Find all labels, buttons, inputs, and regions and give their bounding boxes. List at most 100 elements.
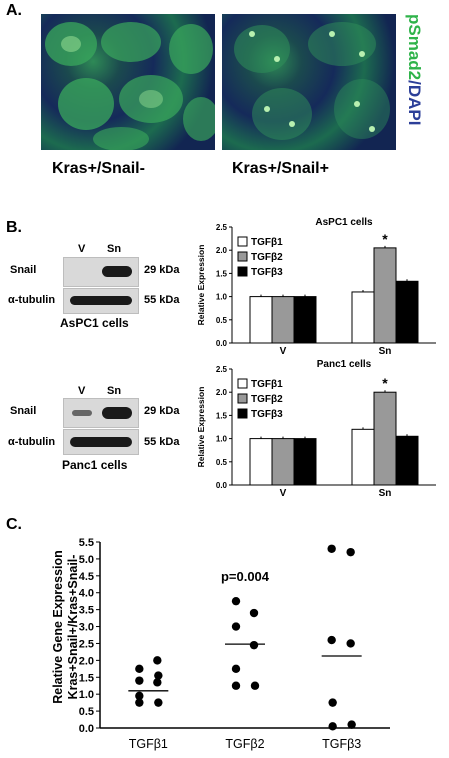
y-tick-label: 3.5 — [79, 605, 94, 617]
y-tick-label: 0.5 — [216, 316, 228, 325]
y-tick-label: 2.5 — [216, 365, 228, 374]
y-tick-label: 1.5 — [216, 269, 228, 278]
bar-chart-aspc1: AsPC1 cells 0.0 0.5 1.0 1.5 2.0 2.5 Relative Ex… — [196, 217, 436, 355]
significance-marker: * — [382, 375, 388, 391]
bar-TGFβ1-Sn — [351, 428, 375, 486]
legend-swatch-TGFβ3 — [237, 408, 248, 419]
data-point-TGFβ3 — [346, 639, 355, 648]
legend-swatch-TGFβ3 — [237, 266, 248, 277]
y-tick-label: 1.5 — [79, 672, 94, 684]
bar-TGFβ1-V — [249, 438, 273, 486]
y-axis-label: Relative Expression — [196, 387, 206, 468]
micrograph-snail-negative-cells — [45, 22, 215, 150]
y-axis-label: Relative Expression — [196, 245, 206, 326]
blot1-snail-band — [102, 266, 132, 277]
blot1-snail-kda: 29 kDa — [144, 264, 180, 276]
bar-TGFβ2-V — [271, 438, 295, 486]
blot2-tubulin-membrane — [63, 429, 139, 455]
blot1-cells-label: AsPC1 cells — [60, 316, 129, 330]
significance-marker: * — [382, 231, 388, 247]
blot2-tubulin-kda: 55 kDa — [144, 436, 180, 448]
data-point-TGFβ1 — [153, 656, 162, 665]
chart-title: Panc1 cells — [317, 359, 372, 370]
stain-label-psmad2: pSmad2 — [405, 14, 424, 81]
y-tick-label: 3.0 — [79, 622, 94, 634]
data-point-TGFβ1 — [153, 678, 162, 687]
blot2-cells-label: Panc1 cells — [62, 458, 128, 472]
data-point-TGFβ2 — [231, 622, 241, 631]
y-tick-label: 2.5 — [79, 638, 94, 650]
blot2-tubulin-band — [70, 437, 132, 447]
data-point-TGFβ2 — [231, 681, 241, 690]
legend-label-TGFβ1: TGFβ1 — [251, 237, 283, 248]
x-tick-label: Sn — [379, 488, 392, 497]
y-tick-label: 5.5 — [79, 537, 94, 549]
caption-snail-positive: Kras+/Snail+ — [232, 160, 329, 177]
panel-c-label: C. — [6, 516, 22, 533]
y-tick-label: 2.0 — [216, 388, 228, 397]
bar-TGFβ3-Sn — [395, 280, 419, 344]
data-point-TGFβ2 — [231, 596, 241, 606]
y-tick-label: 2.5 — [216, 223, 228, 232]
blot2-snail-band-sn — [102, 407, 132, 419]
x-tick-label: V — [280, 488, 287, 497]
legend-label-TGFβ3: TGFβ3 — [251, 409, 283, 420]
micrograph-snail-positive — [222, 14, 396, 150]
panel-a-label: A. — [6, 2, 22, 19]
y-tick-label: 0.5 — [216, 458, 228, 467]
legend-label-TGFβ1: TGFβ1 — [251, 379, 283, 390]
legend-swatch-TGFβ2 — [237, 251, 248, 262]
legend-swatch-TGFβ1 — [237, 378, 248, 389]
data-point-TGFβ3 — [328, 722, 337, 731]
y-tick-label: 0.0 — [216, 481, 228, 490]
y-tick-label: 1.0 — [79, 689, 94, 701]
legend-label-TGFβ2: TGFβ2 — [251, 252, 283, 263]
blot1-snail-membrane — [63, 257, 139, 287]
y-tick-label: 4.0 — [79, 588, 94, 600]
bar-TGFβ1-V — [249, 296, 273, 344]
y-tick-label: 1.5 — [216, 411, 228, 420]
y-tick-label: 2.0 — [216, 246, 228, 255]
blot2-row-snail: Snail — [10, 405, 37, 417]
x-tick-label: TGFβ1 — [129, 737, 168, 751]
scatter-chart-relative-expression: 0.0 0.5 1.0 1.5 2.0 2.5 3.0 3.5 4.0 4.5 5.0 5.5 Rela… — [51, 537, 390, 751]
blot2-lane-sn: Sn — [107, 385, 122, 397]
blot1-tubulin-band — [70, 296, 132, 305]
blot2-snail-kda: 29 kDa — [144, 405, 180, 417]
bar-TGFβ3-V — [293, 438, 317, 486]
bar-TGFβ2-Sn — [373, 247, 397, 344]
bar-TGFβ1-Sn — [351, 291, 375, 344]
data-point-TGFβ2 — [250, 681, 260, 690]
blot1-tubulin-kda: 55 kDa — [144, 294, 180, 306]
blot2-snail-band-v — [72, 410, 92, 416]
data-point-TGFβ1 — [154, 671, 163, 680]
legend-label-TGFβ2: TGFβ2 — [251, 394, 283, 405]
y-tick-label: 0.5 — [79, 706, 94, 718]
legend-label-TGFβ3: TGFβ3 — [251, 267, 283, 278]
micrograph-snail-negative — [41, 14, 215, 150]
panel-b-label: B. — [6, 219, 22, 236]
data-point-TGFβ2 — [231, 664, 241, 674]
y-tick-label: 1.0 — [216, 293, 228, 302]
data-point-TGFβ2 — [249, 640, 259, 650]
bar-TGFβ3-Sn — [395, 435, 419, 486]
data-point-TGFβ1 — [135, 691, 144, 701]
y-axis-label-line2: Kras+Snail+/Kras+Snail- — [66, 555, 80, 700]
stain-legend: pSmad2/DAPI — [400, 14, 430, 152]
legend-swatch-TGFβ2 — [237, 393, 248, 404]
bar-TGFβ2-V — [271, 296, 295, 344]
chart-title: AsPC1 cells — [315, 217, 373, 228]
blot1-tubulin-membrane — [63, 288, 139, 314]
blot1-lane-v: V — [78, 243, 86, 255]
data-point-TGFβ1 — [135, 676, 144, 685]
x-tick-label: TGFβ2 — [225, 737, 264, 751]
blot2-row-tubulin: α-tubulin — [8, 436, 56, 448]
blot1-lane-sn: Sn — [107, 243, 122, 255]
bar-TGFβ2-Sn — [373, 391, 397, 486]
y-tick-label: 4.5 — [79, 571, 94, 583]
blot2-snail-membrane — [63, 398, 139, 428]
blot2-lane-v: V — [78, 385, 86, 397]
x-tick-label: TGFβ3 — [322, 737, 361, 751]
data-point-TGFβ3 — [327, 544, 336, 553]
data-point-TGFβ3 — [346, 547, 355, 557]
